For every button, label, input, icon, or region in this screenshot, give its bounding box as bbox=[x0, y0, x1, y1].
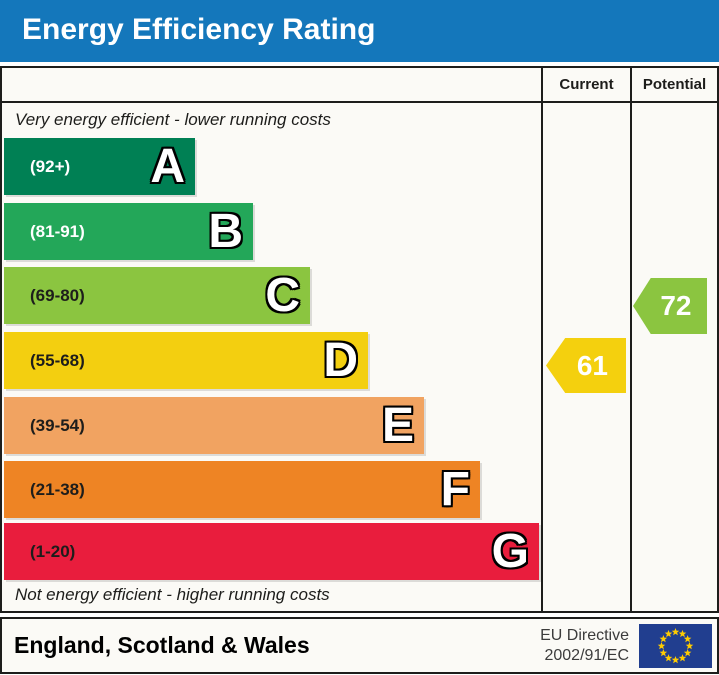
current-rating-marker: 61 bbox=[546, 338, 626, 393]
band-score-range: (69-80) bbox=[30, 286, 85, 305]
eu-directive-line2: 2002/91/EC bbox=[544, 646, 629, 664]
column-divider-current bbox=[541, 68, 543, 611]
band-score-range: (81-91) bbox=[30, 222, 85, 241]
rating-band: (92+) A bbox=[4, 138, 195, 195]
rating-band: (69-80) C bbox=[4, 267, 310, 324]
band-score-range: (1-20) bbox=[30, 542, 76, 561]
potential-rating-value: 72 bbox=[660, 290, 692, 321]
band-letter: F bbox=[440, 463, 470, 516]
rating-band: (1-20) G bbox=[4, 523, 539, 580]
band-letter: C bbox=[265, 269, 300, 322]
current-column-header: Current bbox=[559, 76, 614, 93]
band-letter: G bbox=[491, 525, 529, 578]
page-title: Energy Efficiency Rating bbox=[0, 0, 719, 62]
rating-table: Current Potential Very energy efficient … bbox=[0, 66, 719, 613]
band-letter: D bbox=[323, 334, 358, 387]
band-score-range: (55-68) bbox=[30, 351, 85, 370]
region-label: England, Scotland & Wales bbox=[14, 632, 310, 658]
rating-band: (21-38) F bbox=[4, 461, 480, 518]
rating-band: (55-68) D bbox=[4, 332, 368, 389]
bottom-caption: Not energy efficient - higher running co… bbox=[15, 585, 330, 604]
column-divider-potential bbox=[630, 68, 632, 611]
potential-column-header: Potential bbox=[642, 76, 707, 93]
footer: England, Scotland & Wales EU Directive 2… bbox=[0, 617, 719, 674]
potential-rating-marker: 72 bbox=[633, 278, 707, 334]
band-letter: E bbox=[381, 399, 414, 452]
band-score-range: (39-54) bbox=[30, 416, 85, 435]
band-score-range: (21-38) bbox=[30, 480, 85, 499]
eu-directive-label: EU Directive 2002/91/EC bbox=[540, 626, 629, 666]
band-letter: A bbox=[150, 140, 185, 193]
top-caption: Very energy efficient - lower running co… bbox=[15, 110, 331, 129]
band-score-range: (92+) bbox=[30, 157, 71, 176]
eu-flag-icon bbox=[639, 623, 712, 668]
rating-band: (81-91) B bbox=[4, 203, 253, 260]
band-letter: B bbox=[208, 205, 243, 258]
table-header-row: Current Potential bbox=[2, 68, 717, 103]
current-rating-value: 61 bbox=[576, 349, 608, 381]
eu-directive-line1: EU Directive bbox=[540, 626, 629, 644]
rating-band: (39-54) E bbox=[4, 397, 424, 454]
